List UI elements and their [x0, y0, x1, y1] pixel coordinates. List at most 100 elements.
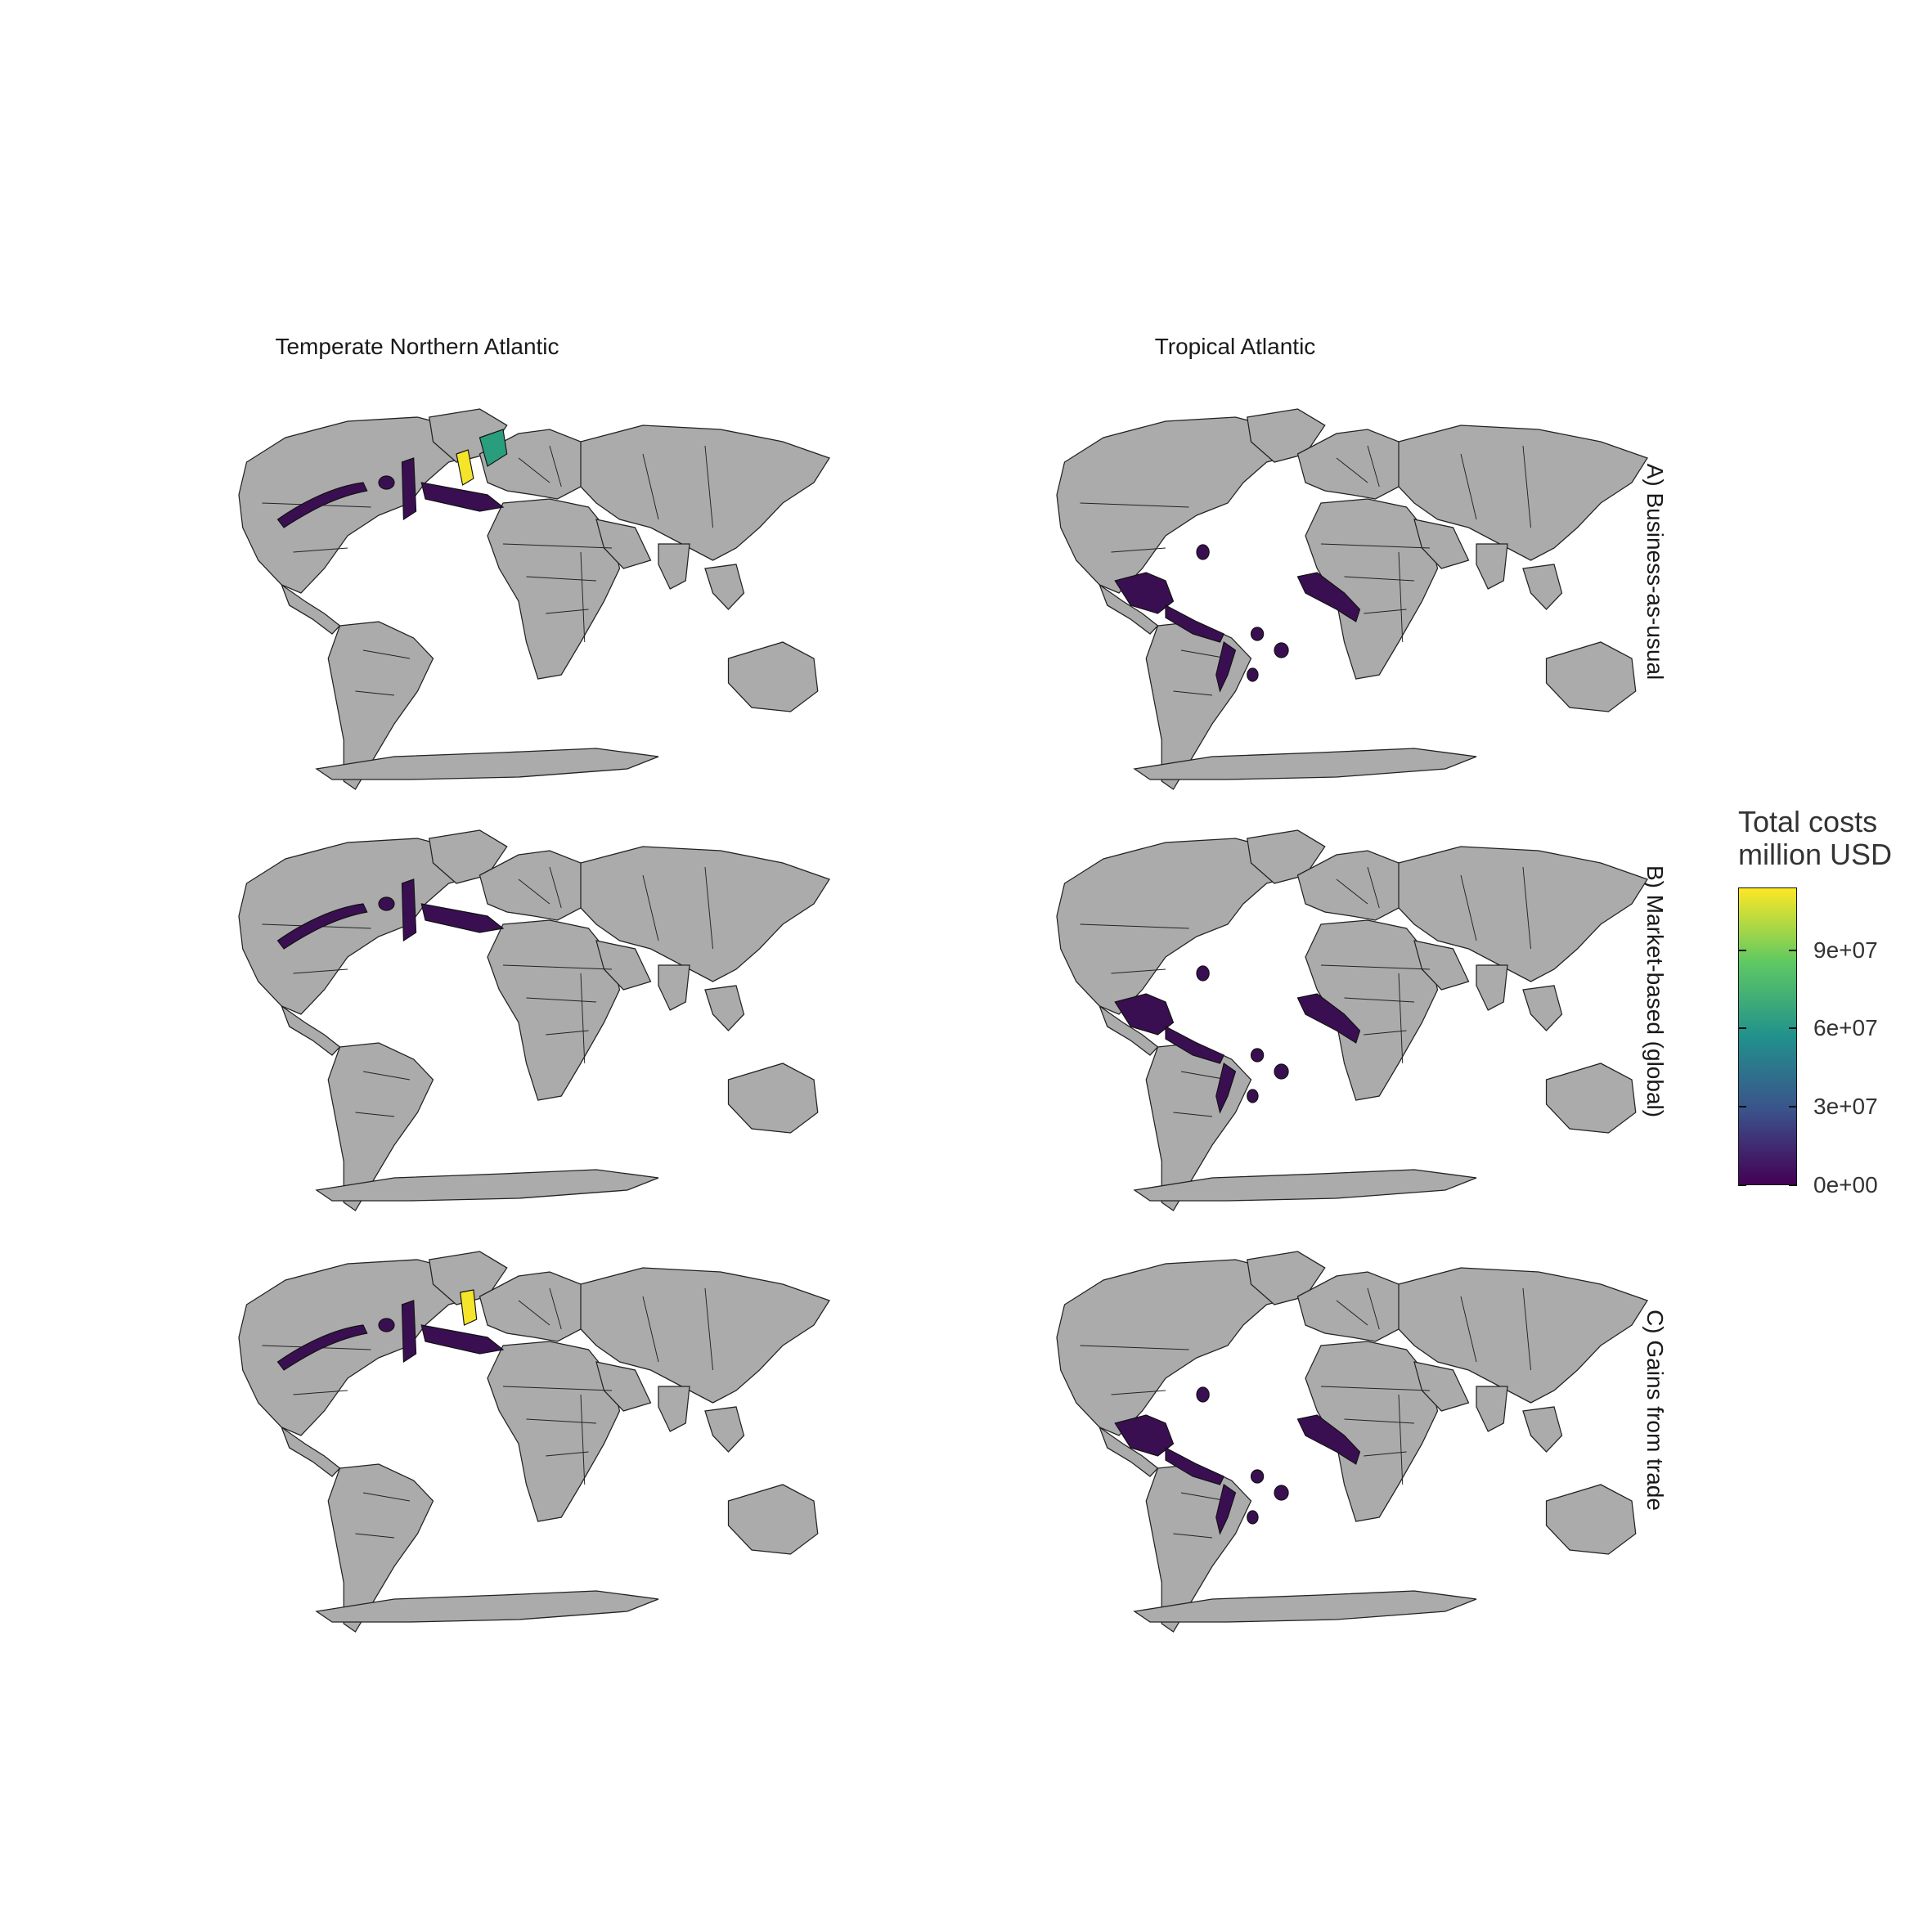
map-panel-temperate-gains	[49, 1223, 875, 1648]
landmass-northAmerica	[238, 838, 481, 1015]
landmass-asia	[1398, 1267, 1648, 1404]
country-border	[549, 1287, 562, 1330]
cost-zone-low	[378, 475, 395, 490]
legend-tick-label: 0e+00	[1813, 1172, 1878, 1197]
cost-zone-low	[1114, 993, 1175, 1036]
cost-zone-low	[1196, 1386, 1210, 1403]
cost-zone-low	[1250, 627, 1265, 641]
landmass-seAsia	[1522, 1406, 1563, 1453]
cost-zone-low	[1215, 1063, 1237, 1114]
landmass-antarctica	[315, 1590, 659, 1623]
country-border	[1364, 609, 1407, 614]
landmass-asia	[1398, 425, 1648, 561]
legend-tick-mark	[1789, 949, 1797, 951]
country-border	[1320, 543, 1431, 549]
world-map	[1056, 1251, 1648, 1633]
country-border	[642, 1296, 659, 1363]
landmass-seAsia	[704, 1406, 745, 1453]
country-border	[293, 968, 348, 974]
country-border	[546, 1030, 589, 1036]
cost-zone-low	[276, 482, 368, 528]
country-border	[1398, 973, 1404, 1064]
legend-title-line2: million USD	[1738, 838, 1893, 871]
landmass-africa	[1305, 1341, 1439, 1522]
landmass-asia	[1398, 846, 1648, 982]
landmass-centralAmerica	[280, 1426, 341, 1477]
cost-zone-high	[456, 449, 474, 486]
country-border	[1364, 1451, 1407, 1457]
country-border	[1336, 457, 1368, 483]
country-border	[502, 543, 613, 549]
legend-tick-mark	[1789, 1027, 1797, 1030]
cost-zone-low	[420, 1324, 505, 1355]
cost-zone-low	[1114, 572, 1175, 614]
country-border	[362, 1071, 411, 1081]
country-border	[1367, 445, 1380, 487]
cost-zone-low	[1250, 1048, 1265, 1063]
cost-zone-low	[1247, 667, 1259, 682]
country-border	[1320, 964, 1431, 970]
landmass-india	[1476, 964, 1508, 1011]
landmass-australia	[1545, 641, 1637, 712]
country-border	[362, 1492, 411, 1502]
country-border	[293, 1390, 348, 1395]
landmass-antarctica	[1133, 1169, 1477, 1202]
world-map	[1056, 829, 1648, 1211]
country-border	[1080, 1345, 1189, 1350]
landmass-northAmerica	[238, 1259, 481, 1436]
cost-zone-low	[1247, 1510, 1259, 1525]
landmass-india	[1476, 543, 1508, 590]
country-border	[1364, 1030, 1407, 1036]
cost-zone-low	[1215, 641, 1237, 693]
landmass-arabia	[595, 519, 652, 569]
world-map	[238, 829, 830, 1211]
country-border	[526, 997, 597, 1003]
landmass-asia	[580, 1267, 830, 1404]
landmass-antarctica	[1133, 748, 1477, 780]
country-border	[704, 1287, 713, 1371]
country-border	[704, 866, 713, 950]
country-border	[518, 878, 550, 905]
legend-tick-mark	[1789, 1106, 1797, 1108]
landmass-arabia	[1413, 1361, 1470, 1412]
country-border	[502, 1386, 613, 1391]
legend-tick-mark	[1789, 1184, 1797, 1186]
country-border	[549, 445, 562, 487]
landmass-northAmerica	[1056, 416, 1299, 594]
column-title-tropical: Tropical Atlantic	[1154, 334, 1316, 359]
cost-zone-low	[1296, 993, 1361, 1044]
country-border	[546, 1451, 589, 1457]
country-border	[1460, 1296, 1477, 1363]
country-border	[580, 973, 586, 1064]
country-border	[1398, 551, 1404, 643]
landmass-seAsia	[1522, 564, 1563, 610]
country-border	[526, 576, 597, 582]
landmass-africa	[487, 1341, 621, 1522]
country-border	[1344, 997, 1415, 1003]
map-panel-tropical-gains	[867, 1223, 1693, 1648]
world-map	[238, 1251, 830, 1633]
cost-zone-low	[378, 896, 395, 911]
country-border	[580, 551, 586, 643]
cost-zone-low	[276, 903, 368, 950]
country-border	[1111, 968, 1166, 974]
landmass-india	[658, 543, 690, 590]
country-border	[1173, 1112, 1213, 1117]
landmass-seAsia	[1522, 985, 1563, 1031]
country-border	[1336, 1300, 1368, 1326]
country-border	[362, 649, 411, 659]
landmass-antarctica	[315, 748, 659, 780]
landmass-centralAmerica	[1098, 1004, 1159, 1056]
cost-zone-low	[1215, 1484, 1237, 1535]
country-border	[1111, 1390, 1166, 1395]
country-border	[1080, 923, 1189, 929]
cost-zone-low	[1114, 1414, 1175, 1457]
landmass-arabia	[1413, 940, 1470, 991]
cost-zone-low	[1296, 572, 1361, 622]
country-border	[293, 547, 348, 553]
country-border	[642, 874, 659, 941]
country-border	[1398, 1394, 1404, 1485]
legend-tick-label: 6e+07	[1813, 1015, 1878, 1041]
country-border	[502, 964, 613, 970]
landmass-africa	[1305, 919, 1439, 1101]
